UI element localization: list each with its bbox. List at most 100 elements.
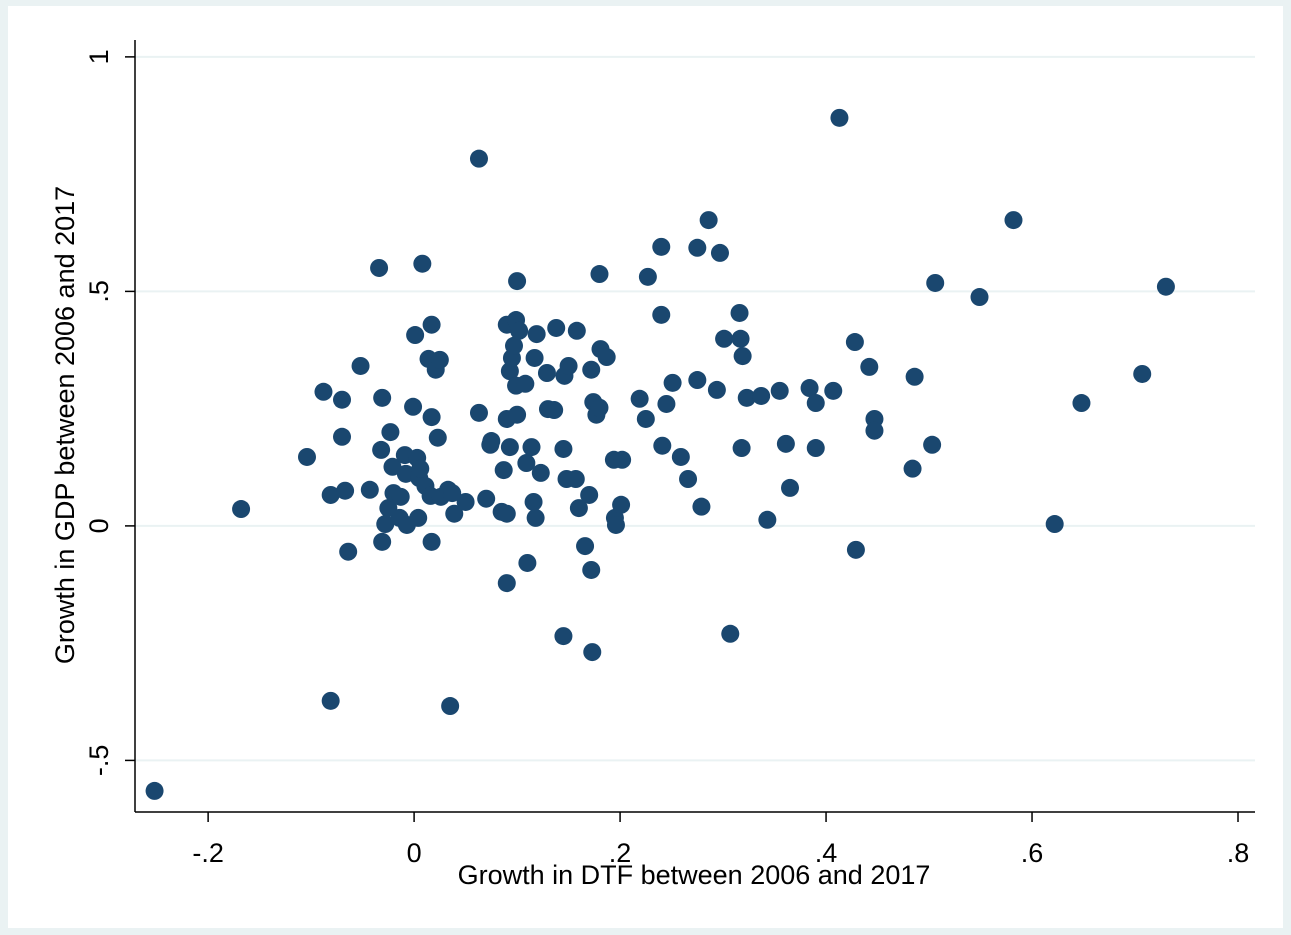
point xyxy=(360,480,379,499)
point xyxy=(383,457,402,476)
x-tick-label: .2 xyxy=(609,838,632,868)
x-tick-label: .6 xyxy=(1021,838,1044,868)
point xyxy=(737,388,756,407)
point xyxy=(391,487,410,506)
point xyxy=(497,574,516,593)
point xyxy=(846,540,865,559)
point xyxy=(688,371,707,390)
point xyxy=(297,447,316,466)
point xyxy=(860,357,879,376)
point xyxy=(145,781,164,800)
point xyxy=(409,508,428,527)
plot-background xyxy=(8,6,1283,928)
point xyxy=(422,532,441,551)
point xyxy=(721,624,740,643)
point xyxy=(469,149,488,168)
point xyxy=(554,439,573,458)
point xyxy=(477,489,496,508)
point xyxy=(456,492,475,511)
point xyxy=(525,348,544,367)
point xyxy=(554,627,573,646)
point xyxy=(800,379,819,398)
point xyxy=(663,373,682,392)
point xyxy=(411,459,430,478)
point xyxy=(1133,364,1152,383)
point xyxy=(1004,211,1023,230)
point xyxy=(406,326,425,345)
point xyxy=(612,495,631,514)
point xyxy=(497,504,516,523)
point xyxy=(370,258,389,277)
point xyxy=(699,211,718,230)
point xyxy=(351,356,370,375)
point xyxy=(781,478,800,497)
point xyxy=(903,459,922,478)
point xyxy=(970,288,989,307)
point xyxy=(830,108,849,127)
point xyxy=(500,438,519,457)
point xyxy=(567,321,586,340)
point xyxy=(526,508,545,527)
point xyxy=(321,485,340,504)
point xyxy=(715,329,734,348)
point xyxy=(613,450,632,469)
point xyxy=(545,401,564,420)
point xyxy=(376,515,395,534)
point xyxy=(1045,515,1064,534)
point xyxy=(671,447,690,466)
point xyxy=(232,500,251,519)
point xyxy=(732,439,751,458)
point xyxy=(482,432,501,451)
point xyxy=(518,553,537,572)
point xyxy=(517,454,536,473)
point xyxy=(516,374,535,393)
point xyxy=(527,325,546,344)
y-tick-label: 0 xyxy=(84,518,114,533)
point xyxy=(845,333,864,352)
y-tick-label: 1 xyxy=(84,49,114,64)
point xyxy=(923,435,942,454)
y-tick-label: .5 xyxy=(84,280,114,303)
point xyxy=(707,380,726,399)
point xyxy=(824,381,843,400)
point xyxy=(381,423,400,442)
point xyxy=(504,336,523,355)
point xyxy=(531,463,550,482)
point xyxy=(636,409,655,428)
point xyxy=(445,504,464,523)
point xyxy=(590,265,609,284)
point xyxy=(428,428,447,447)
point xyxy=(597,348,616,367)
point xyxy=(422,408,441,427)
x-axis-title: Growth in DTF between 2006 and 2017 xyxy=(458,860,931,890)
point xyxy=(806,439,825,458)
point xyxy=(559,356,578,375)
point xyxy=(547,318,566,337)
point xyxy=(905,367,924,386)
point xyxy=(469,403,488,422)
y-tick-label: -.5 xyxy=(84,745,114,777)
point xyxy=(926,273,945,292)
point xyxy=(372,440,391,459)
point xyxy=(652,237,671,256)
point xyxy=(692,497,711,516)
point xyxy=(580,485,599,504)
point xyxy=(710,243,729,262)
point xyxy=(865,421,884,440)
point xyxy=(373,388,392,407)
point xyxy=(441,697,460,716)
point xyxy=(339,542,358,561)
point xyxy=(733,347,752,366)
point xyxy=(510,321,529,340)
point xyxy=(422,315,441,334)
point xyxy=(336,481,355,500)
point xyxy=(494,461,513,480)
point xyxy=(524,492,543,511)
point xyxy=(606,515,625,534)
point xyxy=(770,381,789,400)
point xyxy=(731,329,750,348)
point xyxy=(758,510,777,529)
point xyxy=(653,436,672,455)
point xyxy=(537,364,556,383)
